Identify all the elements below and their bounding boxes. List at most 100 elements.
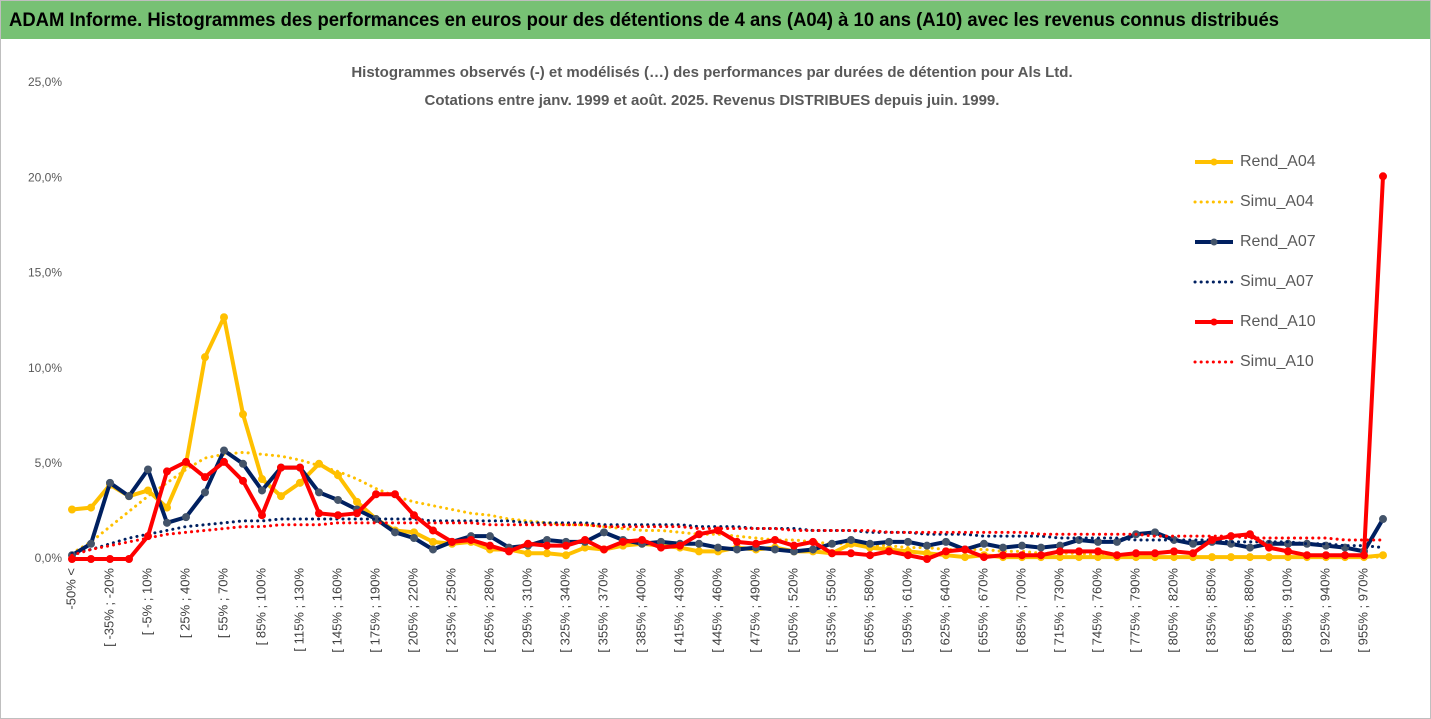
data-point — [163, 518, 171, 527]
legend-label: Rend_A04 — [1240, 153, 1316, 170]
data-point — [885, 547, 893, 556]
series-line — [70, 521, 1385, 557]
y-tick-label: 10,0% — [28, 361, 62, 375]
y-tick-label: 15,0% — [28, 266, 62, 280]
data-point — [695, 539, 703, 548]
data-point — [980, 539, 988, 548]
data-point — [201, 488, 209, 497]
data-point — [1037, 551, 1045, 560]
x-tick-label: [ 775% ; 790% — [1127, 568, 1142, 653]
x-tick-label: [ 625% ; 640% — [937, 568, 952, 653]
x-tick-label: [ 325% ; 340% — [557, 568, 572, 653]
data-point — [106, 555, 114, 563]
data-point — [258, 486, 266, 495]
data-point — [220, 446, 228, 455]
data-point — [600, 545, 608, 554]
data-point — [847, 549, 855, 558]
x-tick-label: [ 415% ; 430% — [671, 568, 686, 653]
x-tick-label: [ 445% ; 460% — [709, 568, 724, 653]
data-point — [961, 553, 969, 562]
data-point — [524, 549, 532, 558]
x-tick-label: [ 355% ; 370% — [595, 568, 610, 653]
data-point — [1360, 551, 1368, 560]
x-tick-label: [ 865% ; 880% — [1241, 568, 1256, 653]
data-point — [315, 488, 323, 497]
data-point — [163, 467, 171, 476]
data-point — [106, 478, 114, 487]
header-banner — [1, 1, 1430, 39]
data-point — [410, 511, 418, 520]
data-point — [87, 503, 95, 512]
data-point — [695, 547, 703, 556]
x-tick-label: [ 205% ; 220% — [405, 568, 420, 653]
x-tick-label: [ 955% ; 970% — [1355, 568, 1370, 653]
data-point — [1189, 539, 1197, 548]
data-point — [429, 526, 437, 535]
x-tick-label: [ 565% ; 580% — [861, 568, 876, 653]
data-point — [752, 539, 760, 548]
data-point — [258, 511, 266, 520]
data-point — [1170, 547, 1178, 556]
x-tick-label: -50% < — [63, 568, 78, 610]
data-point — [676, 541, 684, 550]
data-point — [353, 509, 361, 518]
data-point — [771, 535, 779, 544]
data-point — [220, 313, 228, 322]
data-point — [391, 528, 399, 537]
data-point — [581, 535, 589, 544]
data-point — [733, 537, 741, 546]
x-tick-label: [ 115% ; 130% — [291, 568, 306, 652]
data-point — [144, 465, 152, 474]
data-point — [239, 476, 247, 485]
x-tick-label: [ 55% ; 70% — [215, 568, 230, 639]
data-point — [1075, 547, 1083, 556]
data-point — [1094, 547, 1102, 556]
data-point — [68, 505, 76, 514]
data-point — [1284, 547, 1292, 556]
data-point — [980, 553, 988, 562]
legend-label: Simu_A04 — [1240, 193, 1314, 210]
data-point — [239, 459, 247, 468]
legend-label: Rend_A07 — [1240, 233, 1316, 250]
x-tick-label: [ 595% ; 610% — [899, 568, 914, 653]
data-point — [486, 532, 494, 541]
data-point — [1341, 551, 1349, 560]
data-point — [999, 551, 1007, 560]
legend-marker — [1210, 158, 1218, 166]
data-point — [733, 545, 741, 554]
data-point — [657, 543, 665, 552]
data-point — [543, 541, 551, 550]
data-point — [790, 541, 798, 550]
series-line — [70, 517, 1385, 555]
data-point — [1246, 530, 1254, 539]
data-point — [923, 541, 931, 550]
data-point — [1379, 172, 1387, 181]
data-point — [1018, 551, 1026, 560]
data-point — [847, 535, 855, 544]
data-point — [201, 353, 209, 362]
data-point — [809, 545, 817, 554]
data-point — [277, 463, 285, 472]
x-tick-label: [ 295% ; 310% — [519, 568, 534, 653]
data-point — [486, 541, 494, 550]
data-point — [1037, 543, 1045, 552]
legend-marker — [1210, 238, 1218, 246]
x-tick-label: [ 925% ; 940% — [1317, 568, 1332, 653]
data-point — [296, 478, 304, 487]
x-tick-label: [ 895% ; 910% — [1279, 568, 1294, 653]
data-point — [125, 555, 133, 563]
data-point — [277, 492, 285, 501]
data-point — [467, 535, 475, 544]
x-tick-label: [ -5% ; 10% — [139, 568, 154, 636]
data-point — [87, 555, 95, 563]
data-point — [144, 486, 152, 495]
data-point — [1246, 543, 1254, 552]
data-point — [315, 509, 323, 518]
legend-label: Simu_A10 — [1240, 353, 1314, 370]
data-point — [1379, 551, 1387, 560]
data-point — [619, 537, 627, 546]
data-point — [87, 539, 95, 548]
data-point — [125, 492, 133, 501]
